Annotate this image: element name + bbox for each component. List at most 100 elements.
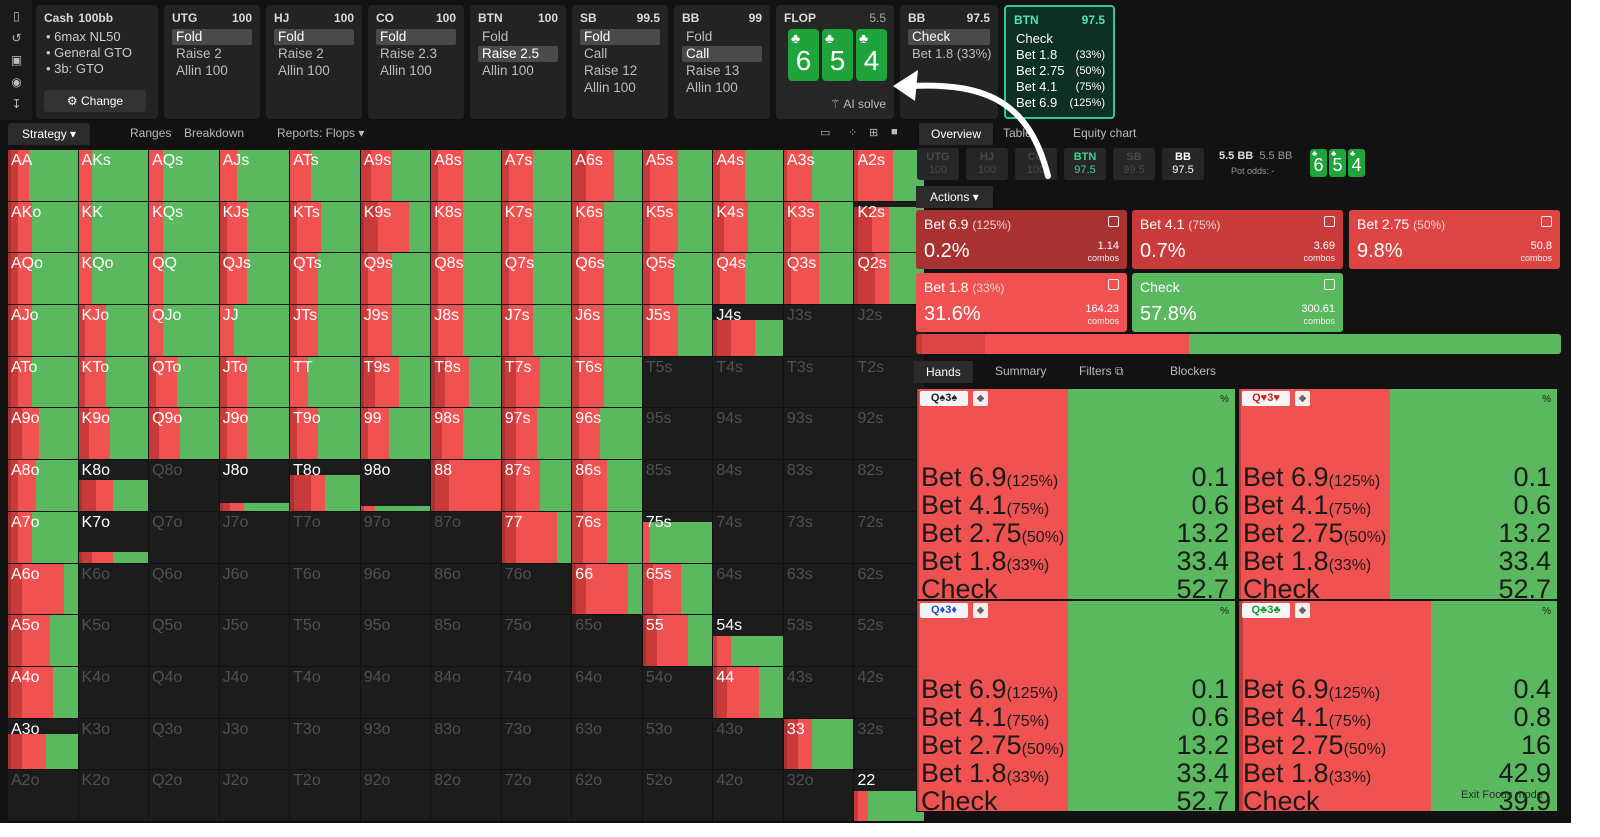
hand-cell-KTs[interactable]: KTs [290,201,361,254]
hand-cell-72s[interactable]: 72s [854,511,925,564]
action-box-2[interactable]: Bet 2.75 (50%) 9.8% 50.8 combos [1349,210,1560,269]
hand-cell-K5o[interactable]: K5o [78,615,150,667]
tab-strategy[interactable]: Strategy ▾ [8,123,91,145]
tab-overview[interactable]: Overview [919,123,994,145]
hand-cell-54s[interactable]: 54s [713,615,784,667]
action-item[interactable]: Allin 100 [176,63,228,78]
hand-cell-74s[interactable]: 74s [713,511,784,564]
hand-cell-A2o[interactable]: A2o [8,770,79,822]
action-item[interactable]: Allin 100 [278,63,330,78]
hand-cell-95s[interactable]: 95s [642,408,714,461]
hand-cell-98o[interactable]: 98o [360,460,432,512]
hand-cell-J5s[interactable]: J5s [642,305,714,357]
hand-cell-Q3s[interactable]: Q3s [783,253,855,306]
hand-cell-Q2o[interactable]: Q2o [149,770,220,822]
tab-breakdown[interactable]: Breakdown [184,126,245,140]
hand-cell-ATo[interactable]: ATo [8,356,79,409]
action-item[interactable]: Check [1014,31,1105,47]
hand-cell-52s[interactable]: 52s [854,615,925,667]
hand-cell-KJs[interactable]: KJs [219,201,291,254]
hand-cell-QQ[interactable]: QQ [149,253,220,306]
action-box-3[interactable]: Bet 1.8 (33%) 31.6% 164.23 combos [916,273,1127,332]
hand-cell-A4s[interactable]: A4s [713,150,784,202]
hand-cell-76s[interactable]: 76s [572,511,643,564]
details-icon[interactable] [1324,216,1335,227]
hand-box-2[interactable]: Q♦3♦ ◆% Bet 6.9(125%) 0.1 Bet 4.1(75%) 0.6 Bet… [916,600,1236,812]
hand-cell-82o[interactable]: 82o [431,770,502,822]
action-item[interactable]: Fold [376,29,456,45]
hand-cell-A4o[interactable]: A4o [8,666,79,719]
percent-toggle[interactable]: % [1220,606,1229,617]
hand-cell-J2o[interactable]: J2o [219,770,291,822]
action-item[interactable]: Raise 2.5 [478,46,558,62]
hand-cell-T9s[interactable]: T9s [360,356,432,409]
hand-cell-86s[interactable]: 86s [572,460,643,512]
hand-cell-Q7o[interactable]: Q7o [149,511,220,564]
percent-toggle[interactable]: % [1542,394,1551,405]
hand-cell-92s[interactable]: 92s [854,408,925,461]
hand-cell-QJs[interactable]: QJs [219,253,291,306]
ai-solve-button[interactable]: ⚚ AI solve [830,97,886,111]
action-box-0[interactable]: Bet 6.9 (125%) 0.2% 1.14 combos [916,210,1127,269]
hand-cell-65o[interactable]: 65o [572,615,643,667]
hand-cell-KQo[interactable]: KQo [78,253,150,306]
hand-cell-QJo[interactable]: QJo [149,305,220,357]
action-item[interactable]: Check [908,29,990,45]
percent-toggle[interactable]: % [1542,606,1551,617]
action-item[interactable]: Allin 100 [686,80,738,95]
hand-cell-92o[interactable]: 92o [360,770,432,822]
hand-cell-J4o[interactable]: J4o [219,666,291,719]
tab-hands[interactable]: Hands [914,361,973,383]
hand-cell-AJs[interactable]: AJs [219,150,291,202]
percent-toggle[interactable]: % [1220,394,1229,405]
table-seat-utg[interactable]: UTG 100 [917,148,959,180]
hand-cell-63o[interactable]: 63o [572,718,643,771]
hand-cell-32s[interactable]: 32s [854,718,925,771]
hand-cell-A2s[interactable]: A2s [854,150,925,202]
action-item[interactable]: Raise 2 [278,46,324,61]
hand-cell-JTo[interactable]: JTo [219,356,291,409]
shield-icon[interactable]: ◆ [973,391,988,406]
hand-cell-J9s[interactable]: J9s [360,305,432,357]
hand-cell-K7s[interactable]: K7s [501,201,573,254]
hand-cell-T6s[interactable]: T6s [572,356,643,409]
hand-cell-74o[interactable]: 74o [501,666,573,719]
actions-dropdown[interactable]: Actions ▾ [916,186,993,208]
hand-cell-KTo[interactable]: KTo [78,356,150,409]
hand-cell-44[interactable]: 44 [713,666,784,719]
hand-cell-42o[interactable]: 42o [713,770,784,822]
hand-cell-J2s[interactable]: J2s [854,305,925,357]
position-card-bb[interactable]: BB 99 Fold Call Raise 13 Allin 100 [674,5,770,119]
hand-cell-K8o[interactable]: K8o [78,460,150,512]
hand-cell-J6s[interactable]: J6s [572,305,643,357]
table-seat-hj[interactable]: HJ 100 [966,148,1008,180]
hand-cell-K3s[interactable]: K3s [783,201,855,254]
hand-cell-43o[interactable]: 43o [713,718,784,771]
hand-cell-32o[interactable]: 32o [783,770,855,822]
hand-cell-J6o[interactable]: J6o [219,563,291,616]
hand-cell-J8o[interactable]: J8o [219,460,291,512]
hand-cell-T7s[interactable]: T7s [501,356,573,409]
table-seat-sb[interactable]: SB 99.5 [1113,148,1155,180]
hand-cell-T4o[interactable]: T4o [290,666,361,719]
hand-cell-43s[interactable]: 43s [783,666,855,719]
hand-cell-75o[interactable]: 75o [501,615,573,667]
shield-icon[interactable]: ◆ [973,603,988,618]
tab-reports[interactable]: Reports: Flops ▾ [277,126,365,140]
hand-cell-A8o[interactable]: A8o [8,460,79,512]
gamepad-icon[interactable]: ◉ [11,75,22,89]
bookmark-icon[interactable]: ▯ [13,9,20,23]
hand-cell-63s[interactable]: 63s [783,563,855,616]
hand-cell-KJo[interactable]: KJo [78,305,150,357]
hand-cell-42s[interactable]: 42s [854,666,925,719]
action-item[interactable]: Allin 100 [584,80,636,95]
table-seat-co[interactable]: CO 100 [1015,148,1057,180]
hand-cell-K4o[interactable]: K4o [78,666,150,719]
history-icon[interactable]: ↺ [11,31,22,45]
hand-cell-K7o[interactable]: K7o [78,511,150,564]
hand-cell-T7o[interactable]: T7o [290,511,361,564]
hand-cell-K6o[interactable]: K6o [78,563,150,616]
hand-cell-T6o[interactable]: T6o [290,563,361,616]
hand-cell-52o[interactable]: 52o [642,770,714,822]
tab-blockers[interactable]: Blockers [1170,364,1217,378]
